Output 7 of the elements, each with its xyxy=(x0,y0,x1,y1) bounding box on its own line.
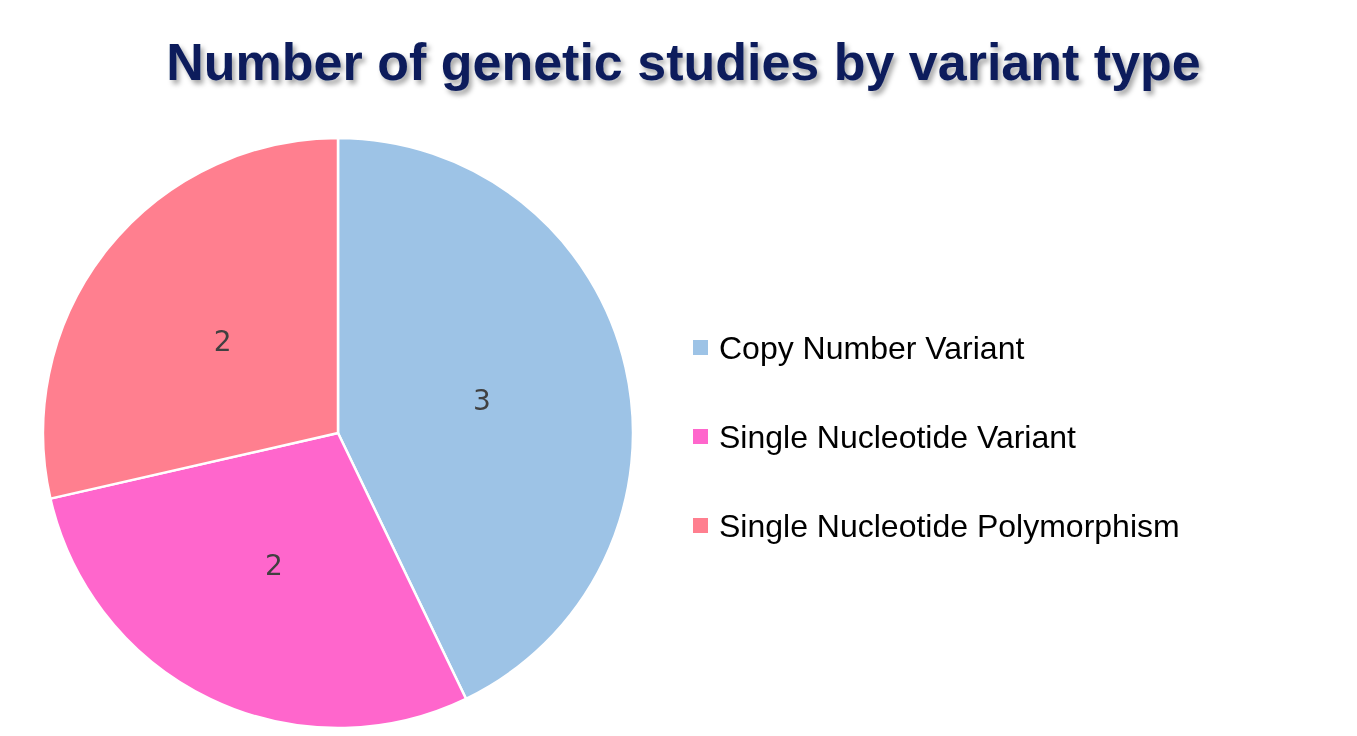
data-label: 2 xyxy=(265,549,283,583)
legend-label: Copy Number Variant xyxy=(719,330,1025,366)
legend-label: Single Nucleotide Polymorphism xyxy=(719,508,1180,544)
chart-title: Number of genetic studies by variant type xyxy=(166,33,1201,91)
legend-label: Single Nucleotide Variant xyxy=(719,419,1077,455)
data-label: 3 xyxy=(472,383,491,417)
data-label: 2 xyxy=(213,324,232,358)
